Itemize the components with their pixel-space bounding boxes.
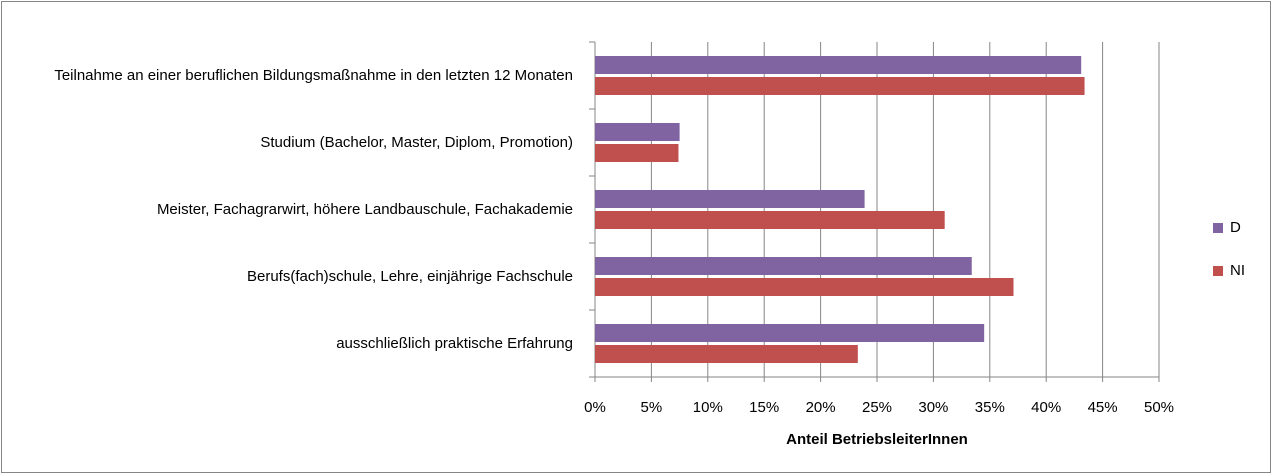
y-tick-label: Studium (Bachelor, Master, Diplom, Promo… (260, 133, 573, 151)
x-tick-label: 50% (1144, 399, 1174, 416)
legend-swatch (1213, 266, 1223, 276)
bar (595, 77, 1085, 95)
x-axis-label: Anteil BetriebsleiterInnen (786, 431, 968, 448)
x-tick-label: 25% (862, 399, 892, 416)
x-tick-label: 40% (1031, 399, 1061, 416)
bar (595, 190, 865, 208)
x-tick-label: 15% (749, 399, 779, 416)
y-tick-label: Teilnahme an einer beruflichen Bildungsm… (54, 66, 573, 84)
x-tick-label: 0% (584, 399, 606, 416)
bar (595, 324, 985, 342)
x-tick-label: 35% (975, 399, 1005, 416)
legend-swatch (1213, 223, 1223, 233)
bar (595, 278, 1014, 296)
bar (595, 257, 972, 275)
x-tick-label: 20% (806, 399, 836, 416)
bar (595, 211, 945, 229)
bar (595, 56, 1082, 74)
y-tick-label: ausschließlich praktische Erfahrung (336, 334, 573, 352)
x-tick-label: 5% (641, 399, 663, 416)
bar (595, 144, 679, 162)
y-tick-label: Meister, Fachagrarwirt, höhere Landbausc… (156, 200, 573, 218)
x-tick-label: 45% (1088, 399, 1118, 416)
bar (595, 345, 858, 363)
y-tick-label: Berufs(fach)schule, Lehre, einjährige Fa… (246, 267, 573, 285)
bar (595, 123, 680, 141)
x-tick-label: 10% (693, 399, 723, 416)
legend-label: NI (1230, 262, 1245, 279)
legend-label: D (1230, 219, 1241, 236)
x-tick-label: 30% (918, 399, 948, 416)
